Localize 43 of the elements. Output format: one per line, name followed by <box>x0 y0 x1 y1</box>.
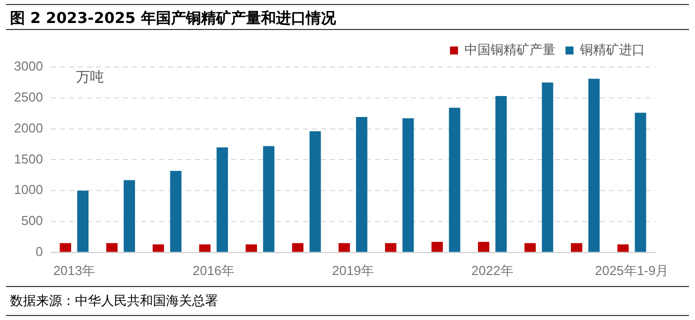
bar <box>246 244 257 252</box>
y-tick-label: 1500 <box>14 151 43 166</box>
bar <box>124 180 135 252</box>
bar <box>385 243 396 252</box>
bar <box>170 170 182 252</box>
x-tick-label: 2016年 <box>192 262 235 278</box>
legend-label: 铜精矿进口 <box>579 42 645 58</box>
y-tick-label: 2000 <box>14 120 43 136</box>
y-tick-label: 1000 <box>14 182 43 198</box>
y-axis-title: 万吨 <box>76 70 104 86</box>
y-tick-label: 2500 <box>14 89 43 104</box>
bar <box>524 243 536 252</box>
bar <box>106 243 118 252</box>
bar <box>495 96 507 252</box>
bar <box>263 146 274 252</box>
y-tick-label: 3000 <box>14 58 43 74</box>
bar <box>448 108 460 252</box>
x-tick-label: 2022年 <box>471 262 514 278</box>
bar <box>588 78 600 252</box>
bar <box>542 82 554 252</box>
bar <box>152 244 164 252</box>
bar <box>617 244 629 252</box>
bar <box>310 131 321 252</box>
legend-label: 中国铜精矿产量 <box>464 42 556 58</box>
x-tick-label: 2019年 <box>332 262 374 278</box>
source-note: 数据来源：中华人民共和国海关总署 <box>6 286 689 316</box>
bar <box>432 242 443 252</box>
chart-title: 图 2 2023-2025 年国产铜精矿产量和进口情况 <box>6 4 689 30</box>
x-tick-label: 2025年1-9月 <box>594 262 669 278</box>
bar <box>292 243 304 252</box>
y-tick-label: 500 <box>21 213 43 228</box>
bar <box>402 118 414 252</box>
y-tick-label: 0 <box>36 244 43 259</box>
bar <box>634 112 646 252</box>
bar <box>60 243 72 252</box>
bar <box>338 243 350 252</box>
bar <box>478 242 490 252</box>
bar <box>570 243 582 252</box>
x-tick-label: 2013年 <box>53 262 96 278</box>
bar <box>199 244 211 252</box>
bar <box>356 117 368 252</box>
bar <box>77 190 89 252</box>
bar <box>216 147 228 252</box>
